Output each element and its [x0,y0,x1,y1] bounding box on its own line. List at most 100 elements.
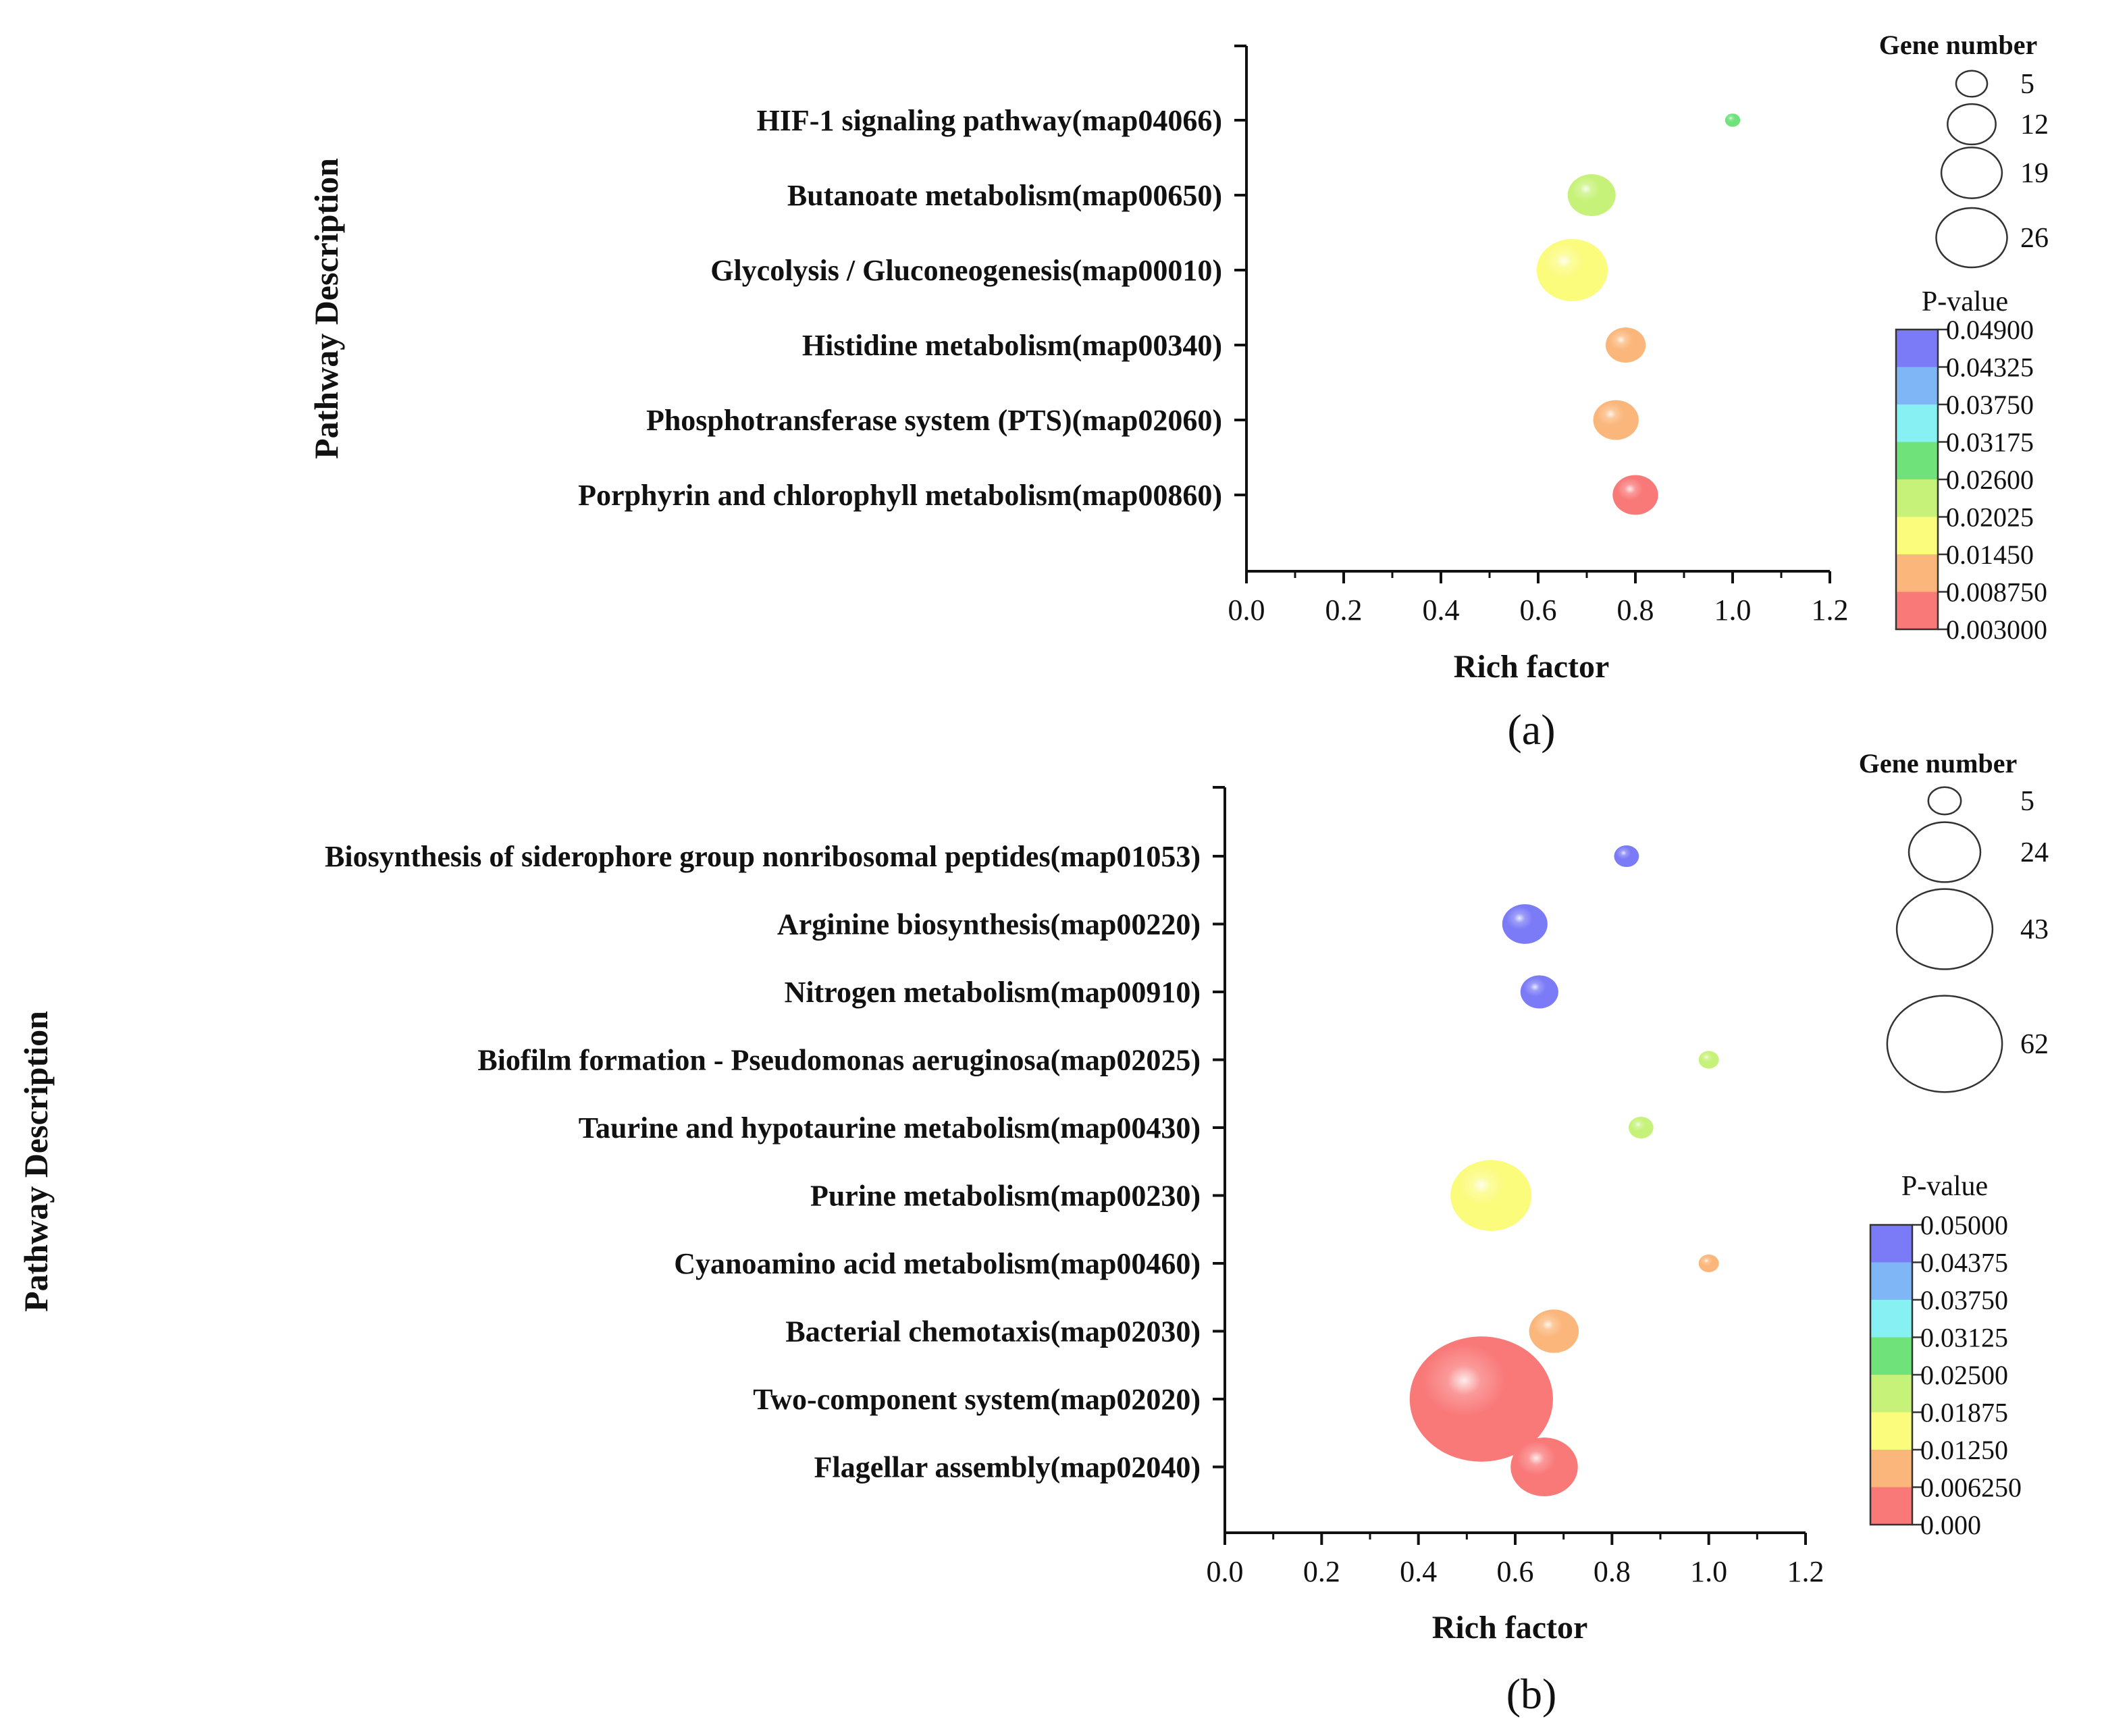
bubble [1698,1254,1719,1273]
color-legend-label: 0.04325 [1946,352,2034,383]
color-legend-label: 0.01875 [1920,1398,2008,1428]
color-legend-label: 0.03750 [1946,390,2034,420]
color-legend-band [1896,404,1938,442]
pathway-label: Glycolysis / Gluconeogenesis(map00010) [710,254,1222,287]
color-legend-label: 0.01450 [1946,540,2034,570]
bubble [1510,1438,1578,1496]
bubble [1612,475,1658,515]
x-tick-label: 0.8 [1617,594,1654,627]
size-legend-circle [1927,786,1962,816]
bubble-gloss [1502,904,1548,944]
color-legend-band [1870,1487,1912,1525]
size-legend-label: 12 [2020,109,2049,140]
x-tick-label: 0.0 [1228,594,1265,627]
color-legend-band [1870,1262,1912,1300]
x-tick-label: 0.8 [1594,1555,1631,1588]
panel-a-pathway-labels: HIF-1 signaling pathway(map04066) Butanoa… [578,104,1222,512]
panel-a: HIF-1 signaling pathway(map04066) Butanoa… [307,30,2049,754]
color-legend-label: 0.03750 [1920,1285,2008,1315]
bubble [1450,1160,1532,1231]
size-legend-circle [1886,995,2003,1093]
color-legend-band [1896,442,1938,480]
size-legend-label: 24 [2020,837,2049,868]
panel-b-caption: (b) [1506,1670,1557,1718]
x-tick-label: 0.2 [1325,594,1363,627]
panel-b-size-legend: Gene number 5 24 43 62 [1859,748,2049,1093]
panel-b-bubbles [1409,845,1719,1496]
size-legend-label: 5 [2020,786,2034,817]
pathway-label: Purine metabolism(map00230) [810,1180,1201,1213]
x-tick-label: 0.6 [1520,594,1557,627]
bubble [1614,845,1639,868]
bubble-gloss [1593,400,1639,440]
pathway-label: Biofilm formation - Pseudomonas aerugino… [477,1044,1201,1077]
panel-a-size-legend-title: Gene number [1879,30,2037,60]
panel-b-y-axis-title: Pathway Description [17,1011,55,1312]
bubble-gloss [1612,475,1658,515]
x-tick-label: 0.4 [1423,594,1460,627]
size-legend-circle [1947,103,1997,146]
panel-a-y-axis-title: Pathway Description [307,158,345,459]
pathway-label: HIF-1 signaling pathway(map04066) [757,104,1222,137]
bubble [1520,975,1558,1009]
bubble-gloss [1510,1438,1578,1496]
panel-b-color-legend: P-value 0.05000 0.04375 0.03750 0.03125 0.02… [1869,1171,2022,1540]
panel-b-pathway-labels: Biosynthesis of siderophore group nonrib… [325,840,1201,1484]
size-legend-label: 5 [2020,69,2034,100]
panel-a-color-legend: P-value 0.04900 0.04325 0.03750 0.03175 0.02… [1895,286,2047,645]
x-tick-label: 0.6 [1497,1555,1534,1588]
x-tick-label: 1.0 [1714,594,1752,627]
pathway-label: Nitrogen metabolism(map00910) [785,976,1201,1009]
color-legend-band [1896,517,1938,555]
pathway-label: Phosphotransferase system (PTS)(map02060… [646,404,1222,437]
x-tick-label: 0.0 [1207,1555,1244,1588]
pathway-label: Two-component system(map02020) [753,1383,1201,1416]
panel-b-x-tick-labels: 0.0 0.2 0.4 0.6 0.8 1.0 1.2 [1207,1555,1824,1588]
color-legend-label: 0.02500 [1920,1360,2008,1390]
color-legend-band [1870,1450,1912,1488]
panel-a-x-tick-labels: 0.0 0.2 0.4 0.6 0.8 1.0 1.2 [1228,594,1849,627]
color-legend-band [1870,1337,1912,1375]
pathway-label: Flagellar assembly(map02040) [814,1451,1201,1484]
panel-b-color-legend-title: P-value [1901,1171,1988,1202]
bubble-gloss [1520,975,1558,1009]
size-legend-circle [1908,821,1982,883]
bubble-gloss [1529,1309,1579,1353]
bubble [1593,400,1639,440]
size-legend-label: 62 [2020,1029,2049,1060]
color-legend-label: 0.003000 [1946,614,2047,645]
color-legend-label: 0.02600 [1946,465,2034,495]
panel-a-color-legend-title: P-value [1922,286,2008,317]
panel-b-axes [1213,786,1807,1545]
bubble [1536,238,1608,302]
color-legend-label: 0.05000 [1920,1210,2008,1240]
panel-b: Biosynthesis of siderophore group nonrib… [17,748,2049,1718]
color-legend-band [1896,554,1938,592]
color-legend-band [1896,367,1938,405]
color-legend-band [1896,479,1938,517]
bubble-gloss [1605,327,1646,363]
color-legend-band [1870,1225,1912,1263]
panel-a-x-axis-title: Rich factor [1454,649,1610,685]
bubble-gloss [1698,1051,1719,1069]
color-legend-band [1870,1412,1912,1450]
bubble [1409,1336,1553,1462]
pathway-label: Histidine metabolism(map00340) [802,329,1222,362]
pathway-label: Biosynthesis of siderophore group nonrib… [325,840,1201,873]
color-legend-label: 0.04375 [1920,1248,2008,1278]
color-legend-label: 0.000 [1920,1510,1981,1540]
color-legend-band [1896,591,1938,630]
color-legend-label: 0.008750 [1946,577,2047,608]
pathway-label: Bacterial chemotaxis(map02030) [785,1315,1201,1348]
panel-b-size-legend-title: Gene number [1859,748,2017,779]
size-legend-label: 19 [2020,158,2049,189]
bubble-gloss [1567,174,1616,217]
panel-a-caption: (a) [1507,706,1555,754]
bubble [1605,327,1646,363]
color-legend-label: 0.02025 [1946,502,2034,533]
color-legend-label: 0.03125 [1920,1323,2008,1353]
bubble [1698,1051,1719,1069]
color-legend-band [1870,1300,1912,1338]
bubble-gloss [1628,1116,1654,1139]
